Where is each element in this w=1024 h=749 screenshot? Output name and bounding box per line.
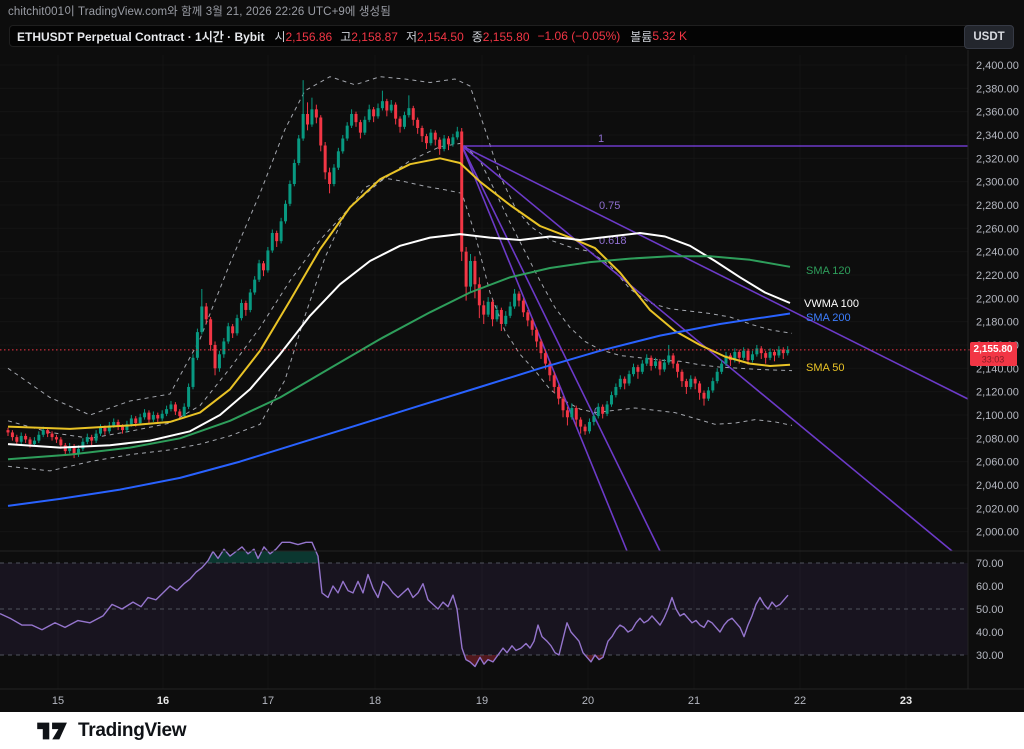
svg-text:2,180.00: 2,180.00 [976, 317, 1019, 329]
svg-text:2,220.00: 2,220.00 [976, 270, 1019, 282]
symbol-info-bar: ETHUSDT Perpetual Contract · 1시간 · Bybit… [9, 25, 1014, 47]
attribution-text: chitchit001이 TradingView.com와 함께 3월 21, … [8, 6, 391, 18]
svg-text:18: 18 [369, 695, 381, 707]
bollinger-upper-line [7, 76, 793, 416]
svg-text:70.00: 70.00 [976, 558, 1004, 570]
svg-text:17: 17 [262, 695, 274, 707]
svg-text:2,000.00: 2,000.00 [976, 527, 1019, 539]
chart-canvas[interactable]: 10.750.61802,400.002,380.002,360.002,340… [0, 0, 1024, 712]
svg-text:40.00: 40.00 [976, 627, 1004, 639]
price-axis[interactable]: 2,400.00 2,380.00 2,360.00 2,340.00 2,320.00… [976, 60, 1019, 539]
sma-120-line [7, 255, 791, 461]
svg-text:2,140.00: 2,140.00 [976, 363, 1019, 375]
symbol-title[interactable]: ETHUSDT Perpetual Contract · 1시간 · Bybit [17, 29, 265, 44]
volume-value: 5.32 K [652, 29, 688, 43]
svg-text:33:03: 33:03 [982, 355, 1005, 365]
candlestick-series [6, 80, 790, 459]
tradingview-logo-text: TradingView [78, 719, 187, 741]
svg-text:60.00: 60.00 [976, 581, 1004, 593]
svg-text:2,280.00: 2,280.00 [976, 200, 1019, 212]
svg-text:2,120.00: 2,120.00 [976, 387, 1019, 399]
svg-text:2,155.80: 2,155.80 [974, 344, 1013, 355]
ma-label: VWMA 100 [804, 298, 859, 310]
svg-text:2,260.00: 2,260.00 [976, 223, 1019, 235]
svg-text:2,400.00: 2,400.00 [976, 60, 1019, 72]
footer-bar: TradingView [0, 712, 1024, 749]
svg-text:50.00: 50.00 [976, 604, 1004, 616]
svg-text:15: 15 [52, 695, 64, 707]
svg-text:2,320.00: 2,320.00 [976, 153, 1019, 165]
svg-text:2,040.00: 2,040.00 [976, 480, 1019, 492]
currency-toggle-button[interactable]: USDT [964, 25, 1014, 49]
ohlc-low: 저2,154.50 [405, 29, 464, 44]
bollinger-lower-line [7, 177, 793, 472]
svg-text:2,240.00: 2,240.00 [976, 247, 1019, 259]
chart-area: 10.750.61802,400.002,380.002,360.002,340… [0, 0, 1024, 712]
volume-label: 볼륨 [630, 29, 653, 44]
fib-fan-line [461, 145, 661, 552]
ma-label: SMA 50 [806, 362, 845, 374]
rsi-line [0, 541, 789, 668]
svg-text:19: 19 [476, 695, 488, 707]
tradingview-logo-icon [37, 722, 67, 739]
svg-text:2,100.00: 2,100.00 [976, 410, 1019, 422]
tradingview-logo[interactable]: TradingView [36, 718, 187, 744]
svg-text:2,360.00: 2,360.00 [976, 107, 1019, 119]
svg-text:21: 21 [688, 695, 700, 707]
fib-fan-label: 0.75 [599, 200, 620, 212]
ohlc-high: 고2,158.87 [340, 29, 398, 44]
svg-text:30.00: 30.00 [976, 650, 1004, 662]
svg-text:16: 16 [157, 695, 169, 707]
fib-fan-line [461, 145, 969, 400]
ma-label: SMA 120 [806, 265, 851, 277]
ohlc-open: 시2,156.86 [274, 29, 333, 44]
svg-text:23: 23 [900, 695, 912, 707]
fib-fan-label: 0.618 [599, 235, 627, 247]
svg-text:2,080.00: 2,080.00 [976, 433, 1019, 445]
svg-text:2,340.00: 2,340.00 [976, 130, 1019, 142]
fib-fan-label: 1 [598, 133, 604, 145]
svg-text:2,060.00: 2,060.00 [976, 457, 1019, 469]
rsi-axis[interactable]: 70.00 60.00 50.00 40.00 30.00 [976, 558, 1004, 662]
sma-50-line [7, 157, 791, 430]
time-axis[interactable]: 15 16 17 18 19 20 21 22 23 [52, 695, 912, 707]
svg-text:20: 20 [582, 695, 594, 707]
svg-text:2,020.00: 2,020.00 [976, 503, 1019, 515]
fib-fan-line [461, 145, 628, 552]
svg-text:2,300.00: 2,300.00 [976, 177, 1019, 189]
ohlc-close: 종2,155.80 [471, 29, 530, 44]
grid-lines [0, 55, 968, 689]
ma-label: SMA 200 [806, 312, 851, 324]
svg-text:22: 22 [794, 695, 806, 707]
chart-plot-area[interactable] [0, 55, 968, 689]
sma-200-line [7, 312, 791, 507]
price-change: −1.06 (−0.05%) [537, 29, 621, 43]
svg-text:2,380.00: 2,380.00 [976, 83, 1019, 95]
vwma-100-line [7, 232, 791, 449]
svg-text:2,200.00: 2,200.00 [976, 293, 1019, 305]
rsi-oversold-fill [0, 655, 788, 667]
